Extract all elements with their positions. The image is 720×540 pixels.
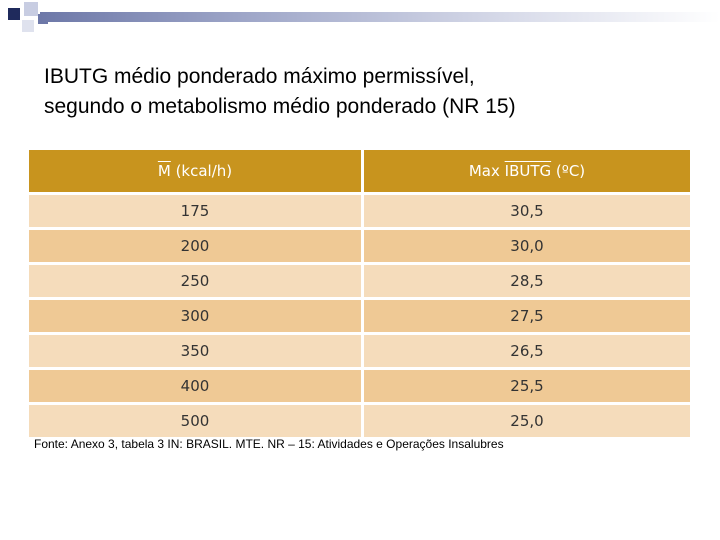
cell-ibutg: 25,0 <box>364 405 690 440</box>
source-citation: Fonte: Anexo 3, tabela 3 IN: BRASIL. MTE… <box>34 437 504 451</box>
corner-decoration <box>0 0 720 50</box>
title-line-1: IBUTG médio ponderado máximo permissível… <box>44 65 475 88</box>
cell-metabolism: 175 <box>29 195 364 230</box>
cell-metabolism: 200 <box>29 230 364 265</box>
table-header-row: M (kcal/h) Max IBUTG (ºC) <box>29 150 690 195</box>
slide-title: IBUTG médio ponderado máximo permissível… <box>44 62 704 122</box>
cell-metabolism: 400 <box>29 370 364 405</box>
table-row: 300 27,5 <box>29 300 690 335</box>
ibutg-table: M (kcal/h) Max IBUTG (ºC) 175 30,5 200 3… <box>29 150 690 440</box>
header-max-ibutg: Max IBUTG (ºC) <box>364 150 690 195</box>
table-row: 350 26,5 <box>29 335 690 370</box>
cell-metabolism: 300 <box>29 300 364 335</box>
header-m-unit: (kcal/h) <box>170 162 233 180</box>
title-line-2: segundo o metabolismo médio ponderado (N… <box>44 95 516 118</box>
cell-ibutg: 25,5 <box>364 370 690 405</box>
title-gradient-bar <box>40 12 720 22</box>
header-m-symbol: M <box>157 162 171 180</box>
table-row: 250 28,5 <box>29 265 690 300</box>
table-row: 175 30,5 <box>29 195 690 230</box>
table-row: 500 25,0 <box>29 405 690 440</box>
cell-ibutg: 27,5 <box>364 300 690 335</box>
cell-ibutg: 28,5 <box>364 265 690 300</box>
header-ibutg-unit: (ºC) <box>551 162 586 180</box>
deco-square-dark <box>8 8 20 20</box>
deco-square-light <box>24 2 38 16</box>
table-row: 200 30,0 <box>29 230 690 265</box>
cell-ibutg: 30,5 <box>364 195 690 230</box>
header-metabolism: M (kcal/h) <box>29 150 364 195</box>
cell-metabolism: 350 <box>29 335 364 370</box>
cell-ibutg: 26,5 <box>364 335 690 370</box>
cell-ibutg: 30,0 <box>364 230 690 265</box>
table-row: 400 25,5 <box>29 370 690 405</box>
deco-square-light <box>22 20 34 32</box>
cell-metabolism: 250 <box>29 265 364 300</box>
header-ibutg-symbol: IBUTG <box>504 162 552 180</box>
header-ibutg-prefix: Max <box>468 162 505 180</box>
cell-metabolism: 500 <box>29 405 364 440</box>
